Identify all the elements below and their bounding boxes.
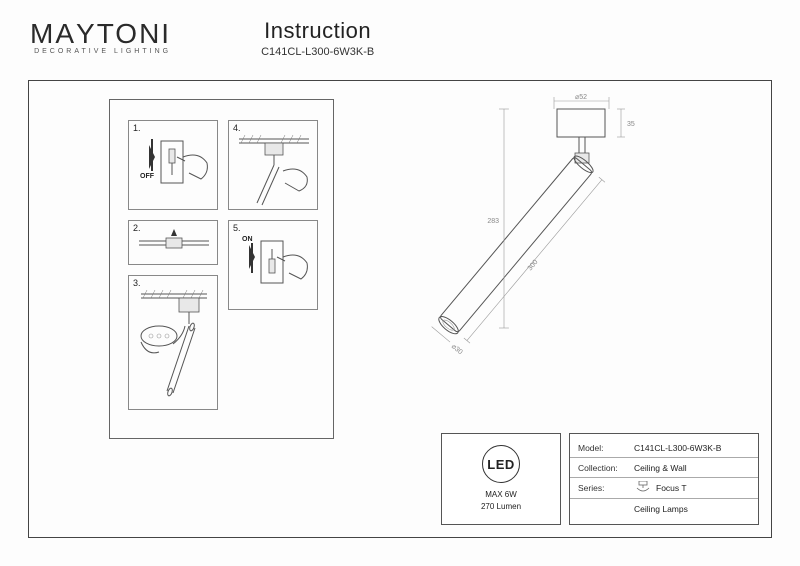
dim-drop: 283 (487, 218, 499, 225)
spec-box: Model: C141CL-L300-6W3K-B Collection: Ce… (569, 433, 759, 525)
logo-brand: MAYTONI (30, 18, 171, 50)
info-row: LED MAX 6W 270 Lumen Model: C141CL-L300-… (441, 433, 759, 525)
product-code: C141CL-L300-6W3K-B (261, 46, 374, 58)
page-title: Instruction (261, 18, 374, 44)
step-5: 5. ON (228, 220, 318, 310)
step4-diagram (229, 121, 319, 211)
header: MAYTONI DECORATIVE LIGHTING Instruction … (0, 0, 800, 66)
main-frame: 1. OFF 2. 3. (28, 80, 772, 538)
title-block: Instruction C141CL-L300-6W3K-B (261, 18, 374, 58)
step-number: 5. (233, 223, 241, 233)
spec-key: Series: (578, 483, 634, 493)
dim-mount-height: 35 (627, 121, 635, 128)
lamp-icon (634, 481, 652, 495)
step-1: 1. OFF (128, 120, 218, 210)
logo: MAYTONI DECORATIVE LIGHTING (30, 18, 171, 55)
step-4: 4. (228, 120, 318, 210)
technical-drawing: ⌀52 35 300 (459, 93, 719, 403)
spec-val: Ceiling & Wall (634, 463, 750, 473)
spec-model-row: Model: C141CL-L300-6W3K-B (570, 438, 758, 458)
step3-diagram (129, 276, 219, 411)
spec-type-row: Ceiling Lamps (570, 499, 758, 519)
logo-tagline: DECORATIVE LIGHTING (30, 48, 171, 55)
step2-diagram (129, 221, 219, 266)
led-lumen: 270 Lumen (481, 501, 521, 513)
step-3: 3. (128, 275, 218, 410)
step1-diagram (129, 121, 219, 211)
off-label: OFF (140, 173, 154, 180)
dim-mount-width: ⌀52 (575, 94, 587, 101)
spec-val: C141CL-L300-6W3K-B (634, 443, 750, 453)
led-max: MAX 6W (485, 489, 517, 501)
step-number: 1. (133, 123, 141, 133)
spec-key: Model: (578, 443, 634, 453)
led-info-box: LED MAX 6W 270 Lumen (441, 433, 561, 525)
spec-val: Focus T (656, 483, 750, 493)
step-number: 2. (133, 223, 141, 233)
step-number: 4. (233, 123, 241, 133)
spec-collection-row: Collection: Ceiling & Wall (570, 458, 758, 478)
step5-diagram (229, 221, 319, 311)
step-number: 3. (133, 278, 141, 288)
step-2: 2. (128, 220, 218, 265)
instruction-panel: 1. OFF 2. 3. (109, 99, 334, 439)
on-label: ON (242, 236, 253, 243)
dim-tube-dia: ⌀30 (450, 343, 464, 356)
spec-key: Collection: (578, 463, 634, 473)
spec-series-row: Series: Focus T (570, 478, 758, 499)
dim-tube-length: 300 (527, 259, 540, 273)
led-icon: LED (482, 445, 520, 483)
spec-val: Ceiling Lamps (634, 504, 750, 514)
